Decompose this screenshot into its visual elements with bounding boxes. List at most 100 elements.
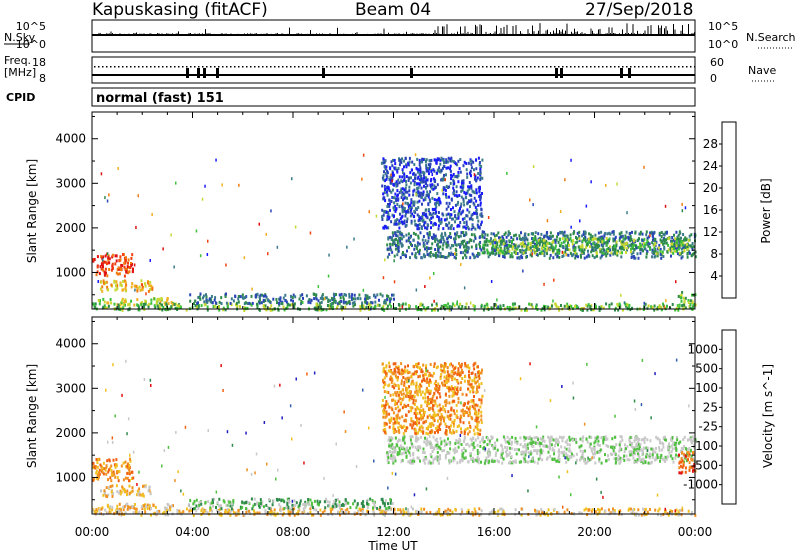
data-cell	[658, 304, 661, 308]
data-cell	[317, 285, 320, 289]
data-cell	[232, 499, 235, 503]
data-cell	[420, 225, 423, 229]
data-cell	[405, 165, 408, 169]
data-cell	[394, 182, 397, 186]
data-cell	[654, 249, 657, 253]
nave-dot	[366, 66, 368, 68]
data-cell	[109, 511, 112, 515]
data-cell	[245, 510, 248, 514]
data-cell	[302, 301, 304, 304]
data-cell	[385, 190, 388, 194]
data-cell	[456, 231, 459, 235]
data-cell	[503, 253, 506, 257]
data-cell	[413, 202, 416, 206]
data-cell	[507, 247, 510, 251]
data-cell	[489, 511, 492, 515]
data-cell	[505, 240, 508, 244]
data-cell	[194, 304, 197, 308]
data-cell	[549, 231, 552, 235]
data-cell	[557, 305, 560, 309]
data-cell	[291, 177, 293, 181]
data-cell	[374, 300, 377, 304]
data-cell	[542, 510, 544, 514]
data-cell	[386, 459, 389, 462]
data-cell	[300, 300, 303, 303]
data-cell	[429, 165, 432, 169]
data-cell	[614, 306, 617, 310]
data-cell	[620, 255, 623, 259]
data-cell	[422, 158, 425, 161]
data-cell	[455, 194, 458, 198]
data-cell	[500, 507, 503, 511]
data-cell	[401, 243, 404, 247]
data-cell	[450, 224, 453, 227]
data-cell	[480, 509, 483, 513]
data-cell	[476, 223, 479, 227]
data-cell	[533, 245, 536, 248]
data-cell	[426, 178, 429, 182]
data-cell	[440, 240, 442, 244]
nave-dot	[550, 66, 552, 68]
nave-dot	[282, 66, 284, 68]
data-cell	[470, 227, 473, 231]
data-cell	[527, 245, 530, 249]
data-cell	[536, 245, 539, 249]
data-cell	[372, 501, 375, 504]
data-cell	[403, 196, 406, 200]
data-cell	[116, 287, 119, 291]
data-cell	[175, 181, 177, 185]
data-cell	[176, 508, 179, 512]
data-cell	[532, 237, 535, 241]
data-cell	[314, 306, 317, 310]
data-cell	[390, 200, 393, 203]
data-cell	[237, 300, 240, 304]
data-cell	[409, 214, 412, 218]
data-cell	[614, 237, 617, 241]
data-cell	[115, 271, 118, 275]
freq-left-label-2: [MHz]	[4, 66, 36, 79]
data-cell	[454, 507, 457, 511]
data-cell	[594, 245, 597, 248]
data-cell	[315, 302, 318, 306]
data-cell	[585, 204, 588, 208]
data-cell	[494, 303, 497, 306]
data-cell	[693, 251, 696, 255]
nave-dot	[230, 66, 232, 68]
data-cell	[381, 510, 384, 514]
nave-dot	[686, 66, 688, 68]
data-cell	[432, 168, 435, 172]
data-cell	[646, 510, 649, 514]
data-cell	[563, 304, 566, 308]
data-cell	[395, 234, 398, 237]
data-cell	[116, 284, 119, 288]
data-cell	[478, 189, 481, 193]
data-cell	[474, 458, 477, 462]
data-cell	[113, 463, 116, 467]
data-cell	[572, 232, 575, 236]
nave-dot	[106, 66, 108, 68]
data-cell	[341, 308, 343, 312]
data-cell	[94, 511, 97, 515]
data-cell	[271, 308, 274, 312]
data-cell	[531, 241, 534, 244]
data-cell	[120, 268, 122, 272]
data-cell	[398, 226, 401, 230]
data-cell	[302, 507, 305, 511]
data-cell	[398, 181, 401, 185]
data-cell	[108, 261, 111, 265]
data-cell	[479, 440, 482, 444]
data-cell	[130, 262, 132, 265]
data-cell	[392, 158, 394, 162]
nave-dot	[566, 66, 568, 68]
data-cell	[460, 181, 463, 185]
data-cell	[609, 452, 612, 456]
nave-dot	[390, 66, 392, 68]
data-cell	[428, 231, 431, 234]
data-cell	[391, 502, 394, 505]
data-cell	[617, 249, 619, 253]
data-cell	[437, 248, 440, 252]
data-cell	[421, 178, 424, 182]
freq-spike	[186, 68, 189, 78]
data-cell	[531, 245, 534, 248]
